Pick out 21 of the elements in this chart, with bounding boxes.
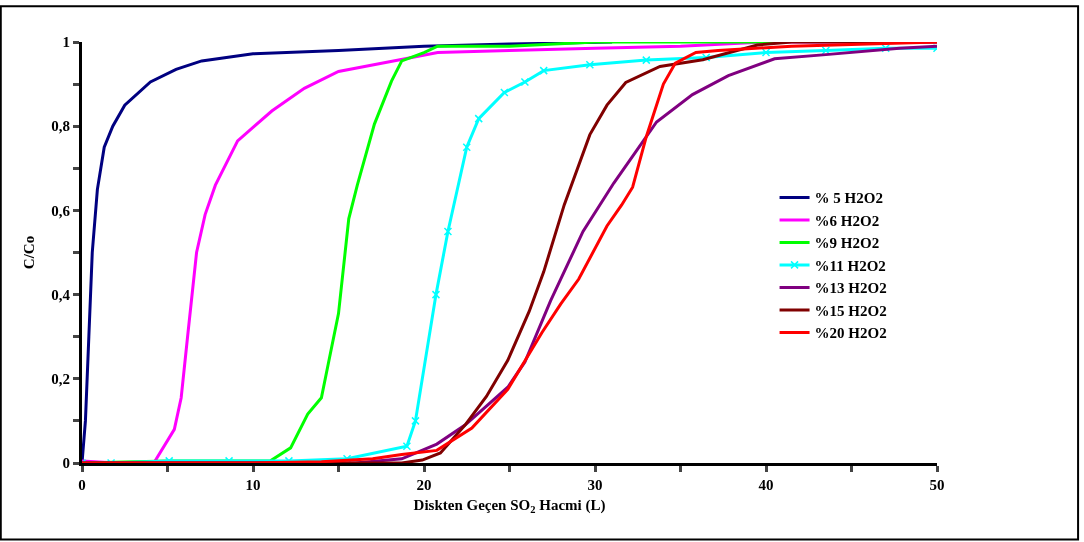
- x-tick-label: 40: [758, 477, 774, 493]
- y-tick-label: 0,2: [51, 371, 70, 388]
- y-tick-label: 0,6: [51, 202, 71, 219]
- x-tick-label: 30: [587, 477, 603, 493]
- x-axis-title: Diskten Geçen SO$_{2}$ Hacmi (L): [413, 497, 606, 516]
- y-tick-label: 1: [62, 34, 70, 51]
- x-tick-label: 10: [245, 477, 261, 493]
- y-axis-title: C/Co: [20, 235, 37, 270]
- y-tick-label: 0,8: [51, 118, 70, 135]
- x-tick-label: 0: [78, 477, 86, 493]
- legend-label: %11 H2O2: [814, 257, 886, 274]
- legend-label: %9 H2O2: [814, 235, 880, 252]
- x-tick-label: 50: [929, 477, 945, 493]
- legend-label: %15 H2O2: [814, 302, 887, 319]
- x-tick-label: 20: [416, 477, 432, 493]
- legend-label: %13 H2O2: [814, 280, 887, 297]
- legend-label: %6 H2O2: [814, 212, 880, 229]
- y-tick-label: 0,4: [51, 286, 71, 303]
- legend-label: % 5 H2O2: [814, 190, 883, 207]
- legend-label: %20 H2O2: [814, 325, 887, 342]
- y-tick-label: 0: [62, 455, 70, 472]
